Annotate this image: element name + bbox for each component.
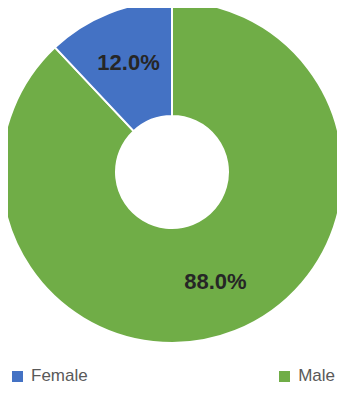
svg-text:88.0%: 88.0% (184, 269, 246, 294)
html-text:Male: Male (298, 366, 335, 385)
svg-text:12.0%: 12.0% (97, 50, 159, 75)
html-text:Female: Female (31, 366, 88, 385)
